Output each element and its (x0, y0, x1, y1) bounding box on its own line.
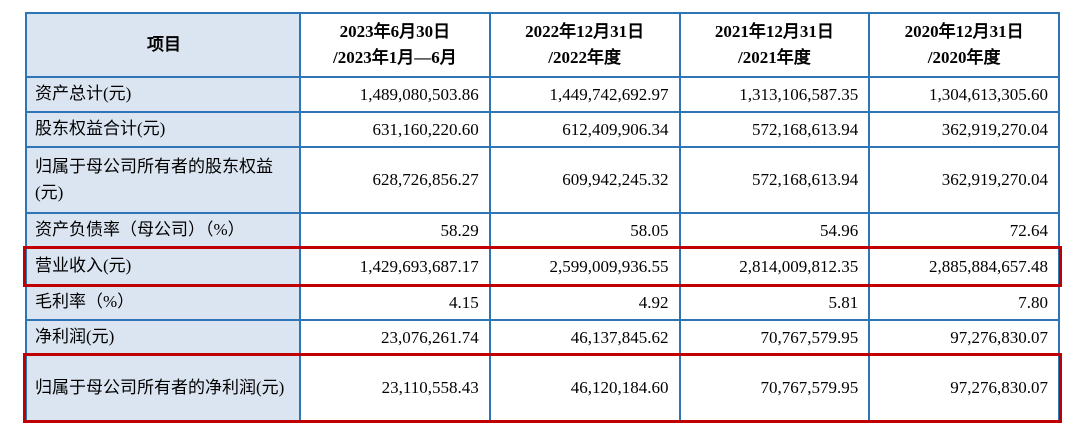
financial-table: 项目 2023年6月30日 /2023年1月—6月 2022年12月31日 /2… (23, 12, 1062, 423)
table-row: 净利润(元) 23,076,261.74 46,137,845.62 70,76… (27, 319, 1058, 354)
value-cell: 46,120,184.60 (488, 356, 679, 420)
table-header-row: 项目 2023年6月30日 /2023年1月—6月 2022年12月31日 /2… (27, 14, 1058, 76)
header-period-line2: /2020年度 (927, 48, 1001, 67)
table-row: 股东权益合计(元) 631,160,220.60 612,409,906.34 … (27, 111, 1058, 146)
value-cell: 2,814,009,812.35 (678, 249, 869, 284)
header-period-2023: 2023年6月30日 /2023年1月—6月 (299, 14, 489, 76)
value-cell: 572,168,613.94 (678, 113, 869, 146)
row-label: 股东权益合计(元) (27, 113, 299, 146)
value-cell: 609,942,245.32 (488, 148, 679, 212)
header-period-2020: 2020年12月31日 /2020年度 (868, 14, 1058, 76)
row-label: 毛利率（%） (27, 286, 299, 319)
value-cell: 1,489,080,503.86 (299, 78, 489, 111)
value-cell: 7.80 (868, 286, 1058, 319)
row-label: 归属于母公司所有者的股东权益(元) (27, 148, 299, 212)
row-label: 资产总计(元) (27, 78, 299, 111)
value-cell: 4.92 (488, 286, 679, 319)
financial-table-wrapper: 项目 2023年6月30日 /2023年1月—6月 2022年12月31日 /2… (23, 12, 1062, 429)
value-cell: 97,276,830.07 (868, 321, 1058, 354)
value-cell: 4.15 (299, 286, 489, 319)
row-label: 净利润(元) (27, 321, 299, 354)
value-cell: 612,409,906.34 (488, 113, 679, 146)
value-cell: 70,767,579.95 (678, 356, 869, 420)
header-period-2022: 2022年12月31日 /2022年度 (488, 14, 679, 76)
row-label: 资产负债率（母公司）（%） (27, 214, 299, 247)
value-cell: 58.29 (299, 214, 489, 247)
table-row: 资产总计(元) 1,489,080,503.86 1,449,742,692.9… (27, 76, 1058, 111)
header-period-line1: 2023年6月30日 (339, 21, 451, 41)
value-cell: 628,726,856.27 (299, 148, 489, 212)
header-period-line1: 2020年12月31日 (904, 21, 1024, 41)
value-cell: 2,599,009,936.55 (488, 249, 679, 284)
value-cell: 72.64 (868, 214, 1058, 247)
value-cell: 362,919,270.04 (868, 113, 1058, 146)
value-cell: 1,313,106,587.35 (678, 78, 869, 111)
value-cell: 2,885,884,657.48 (868, 249, 1058, 284)
table-row: 归属于母公司所有者的股东权益(元) 628,726,856.27 609,942… (27, 146, 1058, 212)
value-cell: 572,168,613.94 (678, 148, 869, 212)
value-cell: 1,304,613,305.60 (868, 78, 1058, 111)
table-row: 资产负债率（母公司）（%） 58.29 58.05 54.96 72.64 (27, 212, 1058, 247)
value-cell: 1,449,742,692.97 (488, 78, 679, 111)
value-cell: 23,076,261.74 (299, 321, 489, 354)
value-cell: 23,110,558.43 (299, 356, 489, 420)
value-cell: 1,429,693,687.17 (299, 249, 489, 284)
value-cell: 631,160,220.60 (299, 113, 489, 146)
value-cell: 54.96 (678, 214, 869, 247)
value-cell: 58.05 (488, 214, 679, 247)
header-period-line2: /2021年度 (738, 48, 811, 67)
table-row-revenue: 营业收入(元) 1,429,693,687.17 2,599,009,936.5… (23, 246, 1062, 287)
header-period-line1: 2022年12月31日 (525, 21, 645, 41)
row-label: 归属于母公司所有者的净利润(元) (27, 356, 299, 420)
value-cell: 46,137,845.62 (488, 321, 679, 354)
value-cell: 70,767,579.95 (678, 321, 869, 354)
header-period-line2: /2022年度 (548, 48, 621, 67)
value-cell: 5.81 (678, 286, 869, 319)
table-row: 毛利率（%） 4.15 4.92 5.81 7.80 (27, 284, 1058, 319)
value-cell: 97,276,830.07 (868, 356, 1058, 420)
header-item: 项目 (27, 14, 299, 76)
row-label: 营业收入(元) (27, 249, 299, 284)
table-row-net-profit-parent: 归属于母公司所有者的净利润(元) 23,110,558.43 46,120,18… (23, 353, 1062, 423)
value-cell: 362,919,270.04 (868, 148, 1058, 212)
header-period-2021: 2021年12月31日 /2021年度 (678, 14, 869, 76)
header-period-line1: 2021年12月31日 (714, 21, 834, 41)
header-period-line2: /2023年1月—6月 (333, 48, 457, 67)
